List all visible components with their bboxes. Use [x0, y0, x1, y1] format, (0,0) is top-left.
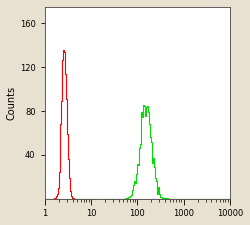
Y-axis label: Counts: Counts	[7, 86, 17, 120]
